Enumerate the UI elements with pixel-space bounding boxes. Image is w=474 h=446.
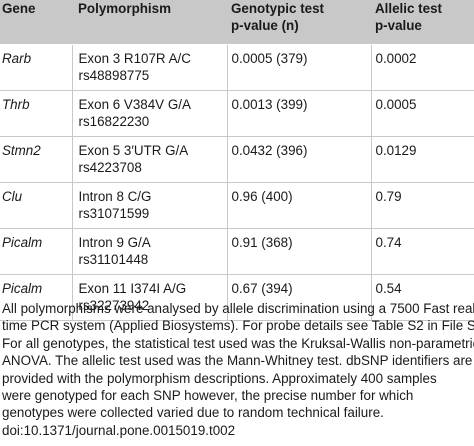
table-row: Clu Intron 8 C/G rs31071599 0.96 (400) 0… [0, 182, 474, 229]
header-gene-label: Gene [2, 1, 36, 16]
header-genotypic-test: Genotypic test p-value (n) [227, 0, 371, 45]
polymorphism-rsid: rs32273942 [78, 298, 150, 313]
polymorphism-cell: Intron 9 G/A rs31101448 [72, 228, 228, 275]
gene-cell: Stmn2 [0, 136, 73, 183]
polymorphism-cell: Intron 8 C/G rs31071599 [72, 182, 228, 229]
genotypic-pvalue-cell: 0.0432 (396) [227, 136, 372, 183]
polymorphism-description: Exon 11 I374I A/G [78, 281, 187, 296]
header-allelic-test: Allelic test p-value [371, 0, 474, 45]
gene-cell: Picalm [0, 274, 73, 320]
header-gene: Gene [0, 0, 72, 45]
genotypic-pvalue-cell: 0.91 (368) [227, 228, 372, 275]
polymorphism-rsid: rs48898775 [78, 68, 150, 83]
allelic-pvalue-cell: 0.54 [371, 274, 474, 320]
polymorphism-cell: Exon 3 R107R A/C rs48898775 [72, 44, 228, 91]
header-row: Gene Polymorphism Genotypic test p-value… [0, 0, 474, 45]
snp-association-table: Gene Polymorphism Genotypic test p-value… [0, 0, 474, 320]
table-row: Picalm Exon 11 I374I A/G rs32273942 0.67… [0, 274, 474, 320]
allelic-pvalue-cell: 0.0005 [371, 90, 474, 137]
header-polymorphism-label: Polymorphism [78, 1, 172, 16]
polymorphism-description: Intron 9 G/A [78, 235, 151, 250]
genotypic-pvalue-cell: 0.67 (394) [227, 274, 372, 320]
polymorphism-description: Exon 5 3′UTR G/A [78, 143, 189, 158]
footnote-line: provided with the polymorphism descripti… [2, 370, 437, 386]
table-body: Rarb Exon 3 R107R A/C rs48898775 0.0005 … [0, 44, 474, 320]
polymorphism-rsid: rs16822230 [78, 114, 150, 129]
header-allelic-line-2: p-value [375, 18, 422, 33]
table-row: Stmn2 Exon 5 3′UTR G/A rs4223708 0.0432 … [0, 136, 474, 183]
footnote-line: For all genotypes, the statistical test … [2, 335, 474, 351]
header-genotypic-line-2: p-value (n) [231, 18, 299, 33]
header-polymorphism: Polymorphism [72, 0, 227, 45]
gene-cell: Picalm [0, 228, 73, 275]
footnote-line: ANOVA. The allelic test used was the Man… [2, 353, 473, 369]
polymorphism-cell: Exon 5 3′UTR G/A rs4223708 [72, 136, 228, 183]
allelic-pvalue-cell: 0.79 [371, 182, 474, 229]
header-genotypic-line-1: Genotypic test [231, 1, 325, 16]
table-bottom-rule [0, 320, 474, 321]
allelic-pvalue-cell: 0.0002 [375, 51, 417, 66]
table-row: Rarb Exon 3 R107R A/C rs48898775 0.0005 … [0, 44, 474, 91]
footnote-line: were genotyped for each SNP however, the… [2, 388, 414, 404]
allelic-pvalue-cell: 0.74 [371, 228, 474, 275]
polymorphism-cell: Exon 11 I374I A/G rs32273942 [72, 274, 228, 320]
gene-cell: Thrb [0, 90, 73, 137]
table-row: Picalm Intron 9 G/A rs31101448 0.91 (368… [0, 228, 474, 275]
results-table-container: Gene Polymorphism Genotypic test p-value… [0, 0, 474, 321]
footnote-line: All polymorphisms were analysed by allel… [2, 301, 474, 316]
doi-reference: doi:10.1371/journal.pone.0015019.t002 [2, 422, 236, 438]
allelic-pvalue-cell: 0.0129 [371, 136, 474, 183]
footnote-line: time PCR system (Applied Biosystems). Fo… [2, 318, 474, 334]
table-header: Gene Polymorphism Genotypic test p-value… [0, 0, 474, 45]
polymorphism-description: Exon 6 V384V G/A [78, 97, 191, 112]
polymorphism-rsid: rs31071599 [78, 206, 150, 221]
header-allelic-line-1: Allelic test [375, 1, 442, 16]
gene-cell: Rarb [0, 44, 73, 91]
gene-cell: Clu [0, 182, 73, 229]
polymorphism-description: Exon 3 R107R A/C [78, 51, 191, 66]
table-row: Thrb Exon 6 V384V G/A rs16822230 0.0013 … [0, 90, 474, 137]
polymorphism-description: Intron 8 C/G [78, 189, 152, 204]
polymorphism-cell: Exon 6 V384V G/A rs16822230 [72, 90, 228, 137]
genotypic-pvalue-cell: 0.0013 (399) [227, 90, 372, 137]
footnote-line: genotypes were collected varied due to r… [2, 405, 384, 421]
polymorphism-rsid: rs31101448 [78, 252, 149, 267]
genotypic-pvalue-cell: 0.0005 (379) [227, 44, 372, 91]
table-footnote: All polymorphisms were analysed by allel… [2, 300, 474, 439]
genotypic-pvalue-cell: 0.96 (400) [227, 182, 372, 229]
polymorphism-rsid: rs4223708 [78, 160, 142, 175]
